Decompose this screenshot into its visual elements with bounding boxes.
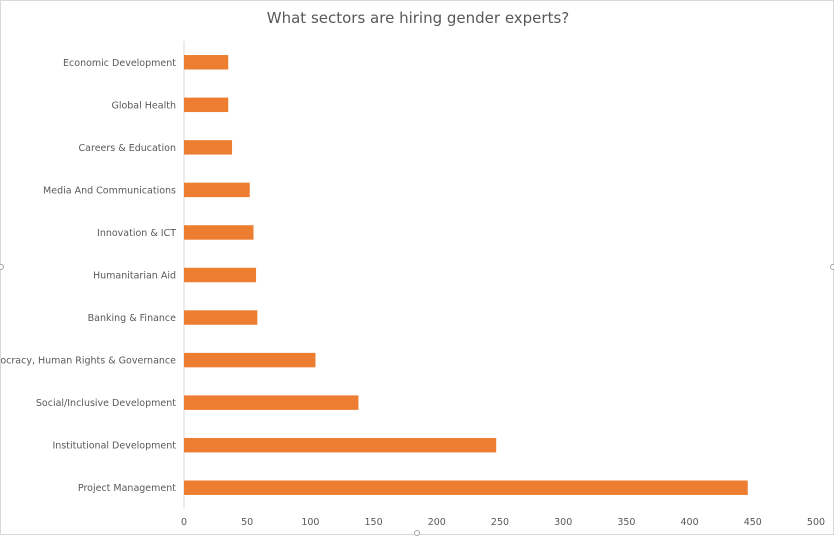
resize-handle-bottom[interactable] (414, 530, 420, 536)
bar-2[interactable] (184, 140, 233, 155)
category-label: Humanitarian Aid (93, 271, 176, 282)
x-tick-label: 300 (554, 517, 572, 528)
x-tick-label: 450 (744, 517, 762, 528)
bar-9[interactable] (184, 437, 497, 453)
category-label: Banking & Finance (88, 313, 176, 324)
bar-1[interactable] (184, 97, 229, 113)
category-label: Project Management (78, 483, 176, 494)
category-label: Global Health (111, 100, 176, 111)
x-tick-label: 350 (617, 517, 635, 528)
bar-7[interactable] (184, 352, 316, 368)
category-label: Social/Inclusive Development (36, 398, 176, 409)
bar-10[interactable] (184, 480, 748, 495)
x-tick-label: 0 (181, 517, 187, 528)
bar-0[interactable] (184, 55, 229, 70)
category-label: Institutional Development (52, 441, 176, 452)
x-tick-label: 150 (365, 517, 383, 528)
category-label: Economic Development (63, 58, 176, 69)
x-tick-label: 250 (491, 517, 509, 528)
category-label: Democracy, Human Rights & Governance (1, 356, 176, 367)
bar-8[interactable] (184, 395, 359, 410)
category-label: Media And Communications (43, 185, 176, 196)
bar-3[interactable] (184, 182, 250, 198)
chart-title: What sectors are hiring gender experts? (266, 9, 570, 27)
x-tick-label: 100 (301, 517, 319, 528)
resize-handle-right[interactable] (830, 264, 834, 270)
x-tick-label: 400 (681, 517, 699, 528)
x-tick-label: 50 (241, 517, 253, 528)
resize-handle-left[interactable] (0, 264, 4, 270)
bar-4[interactable] (184, 225, 254, 240)
category-label: Careers & Education (79, 143, 176, 154)
bar-6[interactable] (184, 310, 258, 325)
x-tick-label: 500 (807, 517, 825, 528)
x-tick-label: 200 (428, 517, 446, 528)
bar-5[interactable] (184, 267, 257, 283)
category-label: Innovation & ICT (97, 228, 176, 239)
